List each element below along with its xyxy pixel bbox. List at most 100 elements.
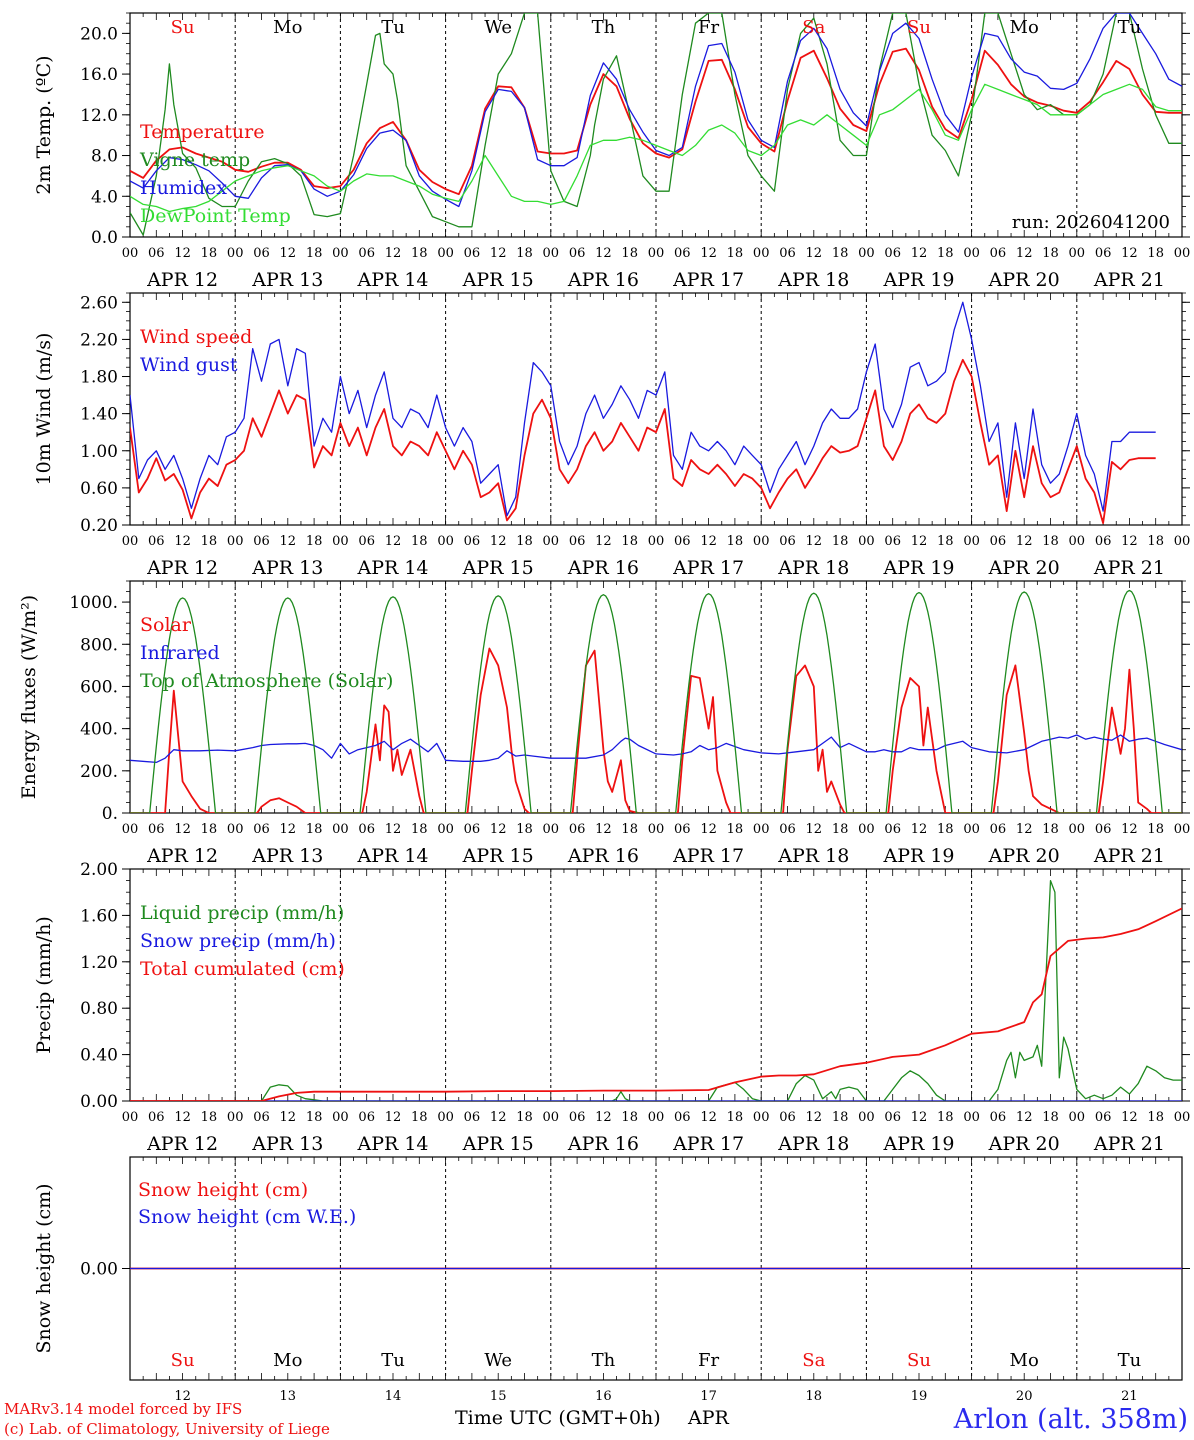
station-name: Arlon (alt. 358m)	[953, 1404, 1188, 1435]
temperature-series-dewpoint-temp	[130, 83, 1182, 213]
energy-hour-label: 00	[963, 822, 980, 837]
energy-series-top-of-atmosphere-solar	[130, 589, 1182, 813]
wind-date-label: APR 15	[462, 557, 534, 579]
temperature-hour-label: 00	[332, 246, 349, 261]
temperature-panel: 0.0 4.0 8.0 12.0 16.0 20.0 2m Temp. (ºC) 00 06 12…	[33, 12, 1191, 291]
precip-hour-label: 18	[937, 1110, 954, 1125]
temperature-hour-label: 06	[148, 246, 165, 261]
wind-date-label: APR 21	[1093, 557, 1165, 579]
wind-hour-label: 12	[280, 534, 297, 549]
snow-day-label: Mo	[273, 1350, 302, 1371]
energy-hour-label: 12	[1016, 822, 1033, 837]
precip-hour-label: 12	[595, 1110, 612, 1125]
snow-day-label: Tu	[1118, 1350, 1142, 1371]
temperature-hour-label: 00	[543, 246, 560, 261]
wind-hour-label: 06	[674, 534, 691, 549]
energy-hour-label: 18	[306, 822, 323, 837]
temperature-hour-label: 18	[1147, 246, 1164, 261]
energy-hour-label: 18	[1042, 822, 1059, 837]
wind-hour-label: 00	[753, 534, 770, 549]
snow-day-label: Tu	[381, 1350, 405, 1371]
temperature-series-temperature	[130, 47, 1182, 196]
wind-hour-label: 18	[516, 534, 533, 549]
energy-date-label: APR 13	[251, 845, 323, 867]
energy-hour-label: 00	[1174, 822, 1191, 837]
energy-hour-label: 00	[332, 822, 349, 837]
temperature-day-label: Th	[592, 17, 616, 38]
snow-y-tick-label: 0.00	[80, 1260, 118, 1280]
wind-hour-label: 12	[806, 534, 823, 549]
temperature-y-tick-label: 12.0	[80, 106, 118, 126]
temperature-hour-label: 00	[1174, 246, 1191, 261]
temperature-hour-label: 18	[306, 246, 323, 261]
precip-series-liquid-precip-mm-h	[130, 879, 1182, 1101]
wind-hour-label: 06	[358, 534, 375, 549]
temperature-legend-humidex: Humidex	[140, 177, 227, 199]
wind-hour-label: 00	[1069, 534, 1086, 549]
temperature-y-tick-label: 0.0	[91, 228, 118, 248]
temperature-hour-label: 00	[122, 246, 139, 261]
precip-hour-label: 06	[464, 1110, 481, 1125]
energy-hour-label: 18	[832, 822, 849, 837]
energy-legend-solar: Solar	[140, 614, 192, 636]
temperature-hour-label: 18	[411, 246, 428, 261]
precip-hour-label: 00	[227, 1110, 244, 1125]
precip-hour-label: 00	[858, 1110, 875, 1125]
wind-legend-wind-speed: Wind speed	[140, 326, 252, 348]
energy-hour-label: 12	[385, 822, 402, 837]
precip-panel: 0.00 0.40 0.80 1.20 1.60 2.00 Precip (mm/h) 00 0…	[33, 860, 1190, 1155]
energy-hour-label: 12	[595, 822, 612, 837]
energy-hour-label: 00	[858, 822, 875, 837]
wind-hour-label: 12	[490, 534, 507, 549]
temperature-day-label: Tu	[1118, 17, 1142, 38]
temperature-hour-label: 06	[1095, 246, 1112, 261]
energy-date-label: APR 18	[777, 845, 849, 867]
wind-hour-label: 12	[174, 534, 191, 549]
energy-date-label: APR 17	[672, 845, 744, 867]
wind-y-tick-label: 1.40	[80, 405, 118, 425]
temperature-hour-label: 06	[358, 246, 375, 261]
wind-hour-label: 00	[858, 534, 875, 549]
wind-date-label: APR 20	[988, 557, 1060, 579]
temperature-hour-label: 06	[990, 246, 1007, 261]
snow-day-number: 17	[700, 1389, 717, 1404]
precip-y-tick-label: 1.20	[80, 953, 118, 973]
wind-hour-label: 00	[332, 534, 349, 549]
precip-hour-label: 18	[1147, 1110, 1164, 1125]
precip-hour-label: 12	[1016, 1110, 1033, 1125]
snow-day-number: 12	[174, 1389, 191, 1404]
precip-date-label: APR 19	[882, 1133, 954, 1155]
precip-hour-label: 12	[700, 1110, 717, 1125]
snow-day-label: Fr	[698, 1350, 719, 1371]
wind-date-label: APR 14	[356, 557, 428, 579]
wind-hour-label: 18	[1042, 534, 1059, 549]
energy-hour-label: 18	[516, 822, 533, 837]
wind-hour-label: 00	[122, 534, 139, 549]
energy-y-tick-label: 800.	[80, 635, 118, 655]
wind-y-axis-title: 10m Wind (m/s)	[33, 333, 55, 486]
temperature-date-label: APR 14	[356, 269, 428, 291]
wind-hour-label: 18	[832, 534, 849, 549]
temperature-date-label: APR 17	[672, 269, 744, 291]
precip-hour-label: 18	[411, 1110, 428, 1125]
precip-legend-liquid-precip-mm-h: Liquid precip (mm/h)	[140, 902, 344, 924]
precip-hour-label: 00	[543, 1110, 560, 1125]
precip-hour-label: 06	[358, 1110, 375, 1125]
energy-y-tick-label: 1000.	[69, 593, 118, 613]
precip-hour-label: 12	[385, 1110, 402, 1125]
temperature-hour-label: 12	[490, 246, 507, 261]
energy-hour-label: 00	[122, 822, 139, 837]
energy-hour-label: 06	[884, 822, 901, 837]
wind-series-wind-gust	[130, 301, 1156, 517]
precip-date-label: APR 17	[672, 1133, 744, 1155]
wind-date-label: APR 12	[146, 557, 218, 579]
temperature-date-label: APR 18	[777, 269, 849, 291]
precip-legend-total-cumulated-cm: Total cumulated (cm)	[140, 958, 345, 980]
temperature-hour-label: 06	[464, 246, 481, 261]
wind-y-tick-label: 0.60	[80, 479, 118, 499]
precip-hour-label: 18	[727, 1110, 744, 1125]
wind-hour-label: 18	[201, 534, 218, 549]
energy-hour-label: 06	[569, 822, 586, 837]
precip-date-label: APR 20	[988, 1133, 1060, 1155]
energy-y-tick-label: 600.	[80, 677, 118, 697]
